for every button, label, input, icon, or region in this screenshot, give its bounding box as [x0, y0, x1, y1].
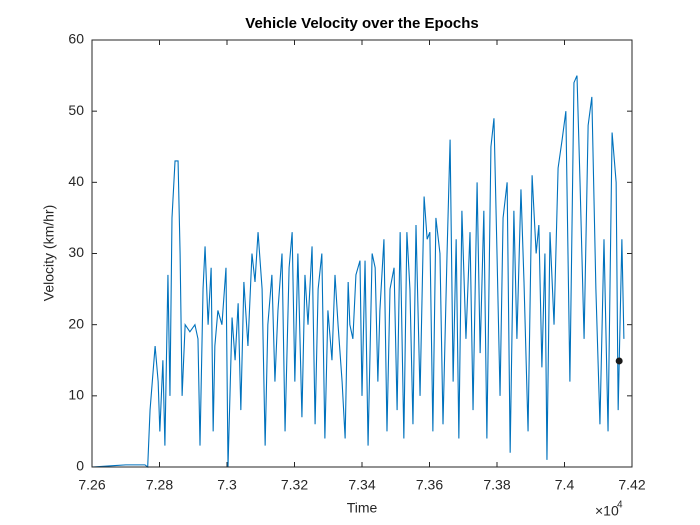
x-tick-label: 7.42 — [618, 477, 645, 493]
x-tick-label: 7.36 — [416, 477, 443, 493]
data-line — [91, 75, 625, 469]
x-axis-label: Time — [347, 500, 378, 516]
x-exponent-base: ×10 — [595, 503, 619, 519]
x-tick-label: 7.3 — [217, 477, 237, 493]
x-tick-label: 7.34 — [348, 477, 375, 493]
y-tick-label: 40 — [68, 173, 84, 189]
y-tick-label: 10 — [68, 387, 84, 403]
x-tick-label: 7.26 — [78, 477, 105, 493]
x-tick-label: 7.32 — [281, 477, 308, 493]
y-tick-label: 50 — [68, 102, 84, 118]
data-marker — [615, 357, 623, 365]
x-tick-label: 7.28 — [146, 477, 173, 493]
y-axis-label: Velocity (km/hr) — [41, 205, 57, 301]
x-tick-label: 7.38 — [483, 477, 510, 493]
x-tick-label: 7.4 — [555, 477, 575, 493]
y-tick-label: 30 — [68, 244, 84, 260]
chart-title: Vehicle Velocity over the Epochs — [245, 15, 478, 32]
plot-frame — [91, 39, 633, 468]
y-tick-label: 60 — [68, 31, 84, 47]
y-tick-label: 20 — [68, 315, 84, 331]
y-tick-label: 0 — [76, 458, 84, 474]
x-exponent-power: 4 — [617, 500, 623, 511]
